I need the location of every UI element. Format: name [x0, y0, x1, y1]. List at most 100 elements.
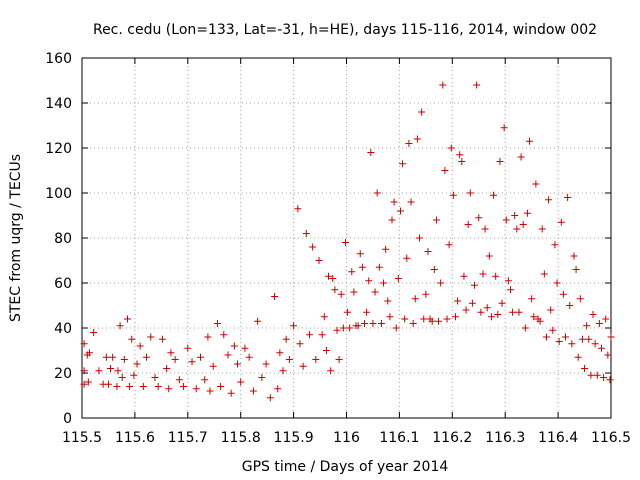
data-point	[494, 311, 502, 318]
data-point	[276, 349, 284, 357]
data-point	[114, 367, 122, 375]
data-point	[500, 124, 508, 132]
x-tick-label: 116.1	[379, 430, 419, 446]
grid-lines	[82, 58, 611, 418]
data-point	[435, 317, 443, 325]
data-point	[95, 367, 103, 375]
data-point	[549, 326, 557, 334]
data-point	[230, 342, 238, 350]
x-tick-label: 115.6	[115, 430, 155, 446]
data-point	[447, 144, 455, 152]
data-point	[481, 225, 489, 233]
data-point	[502, 216, 510, 224]
data-point	[209, 362, 217, 370]
data-point	[411, 295, 419, 303]
y-tick-labels: 0 20 40 60 80 100 120 140 160	[45, 51, 72, 427]
data-point	[327, 367, 335, 375]
data-point	[418, 108, 426, 116]
data-point	[591, 340, 599, 348]
y-tick-label: 60	[54, 276, 72, 292]
data-point	[386, 313, 394, 321]
data-point	[409, 320, 417, 327]
y-tick-label: 140	[45, 96, 72, 112]
data-point	[175, 376, 183, 384]
data-point	[523, 209, 531, 217]
data-point	[483, 304, 491, 312]
data-point	[564, 194, 572, 201]
data-point	[109, 353, 117, 361]
data-point	[167, 349, 175, 357]
data-point	[542, 333, 550, 341]
data-point	[258, 374, 266, 381]
data-point	[377, 320, 385, 327]
data-point	[318, 331, 326, 339]
data-point	[403, 254, 411, 262]
data-point	[399, 160, 407, 168]
data-point	[163, 365, 171, 372]
data-point	[540, 270, 548, 278]
data-point	[517, 153, 525, 161]
data-point	[201, 376, 209, 384]
data-point	[322, 347, 330, 354]
data-point	[443, 315, 451, 323]
data-point	[464, 221, 472, 228]
data-point	[371, 288, 379, 296]
data-point	[367, 149, 375, 156]
data-point	[479, 270, 487, 278]
data-point	[282, 335, 290, 343]
data-point	[606, 376, 614, 384]
data-point	[279, 367, 287, 375]
data-point	[380, 279, 388, 287]
data-point	[545, 196, 553, 204]
data-point	[437, 279, 445, 287]
data-point	[171, 356, 179, 363]
data-point	[204, 333, 212, 341]
data-point	[460, 272, 468, 280]
data-point	[274, 385, 282, 393]
y-tick-label: 80	[54, 231, 72, 247]
data-point	[365, 277, 373, 285]
data-point	[382, 245, 390, 253]
data-point	[80, 367, 88, 375]
data-point	[369, 320, 377, 327]
data-point	[296, 340, 304, 348]
data-point	[568, 340, 576, 348]
x-tick-label: 116.4	[538, 430, 578, 446]
data-point	[490, 191, 498, 199]
data-point	[555, 338, 563, 345]
data-point	[454, 297, 462, 305]
x-tick-label: 115.5	[62, 430, 102, 446]
axes	[81, 57, 612, 419]
data-point	[312, 356, 320, 363]
data-point	[559, 290, 567, 298]
data-point	[158, 335, 166, 343]
data-point	[401, 315, 409, 323]
data-point	[299, 362, 307, 370]
y-tick-label: 0	[63, 411, 72, 427]
data-point	[237, 378, 245, 386]
data-point	[84, 378, 92, 386]
data-point	[266, 394, 274, 402]
data-point	[604, 351, 612, 359]
data-point	[396, 207, 404, 215]
data-point	[424, 248, 432, 255]
data-point	[80, 340, 88, 348]
data-point	[509, 308, 517, 316]
data-point	[90, 329, 98, 336]
data-point	[498, 299, 506, 307]
data-point	[348, 268, 356, 276]
data-point	[607, 333, 615, 341]
y-tick-label: 40	[54, 321, 72, 337]
data-point	[384, 297, 392, 305]
data-point	[441, 167, 449, 174]
x-tick-label: 116.3	[485, 430, 525, 446]
chart-title: Rec. cedu (Lon=133, Lat=-31, h=HE), days…	[93, 22, 597, 38]
data-point	[136, 342, 144, 350]
x-tick-label: 116.5	[591, 430, 631, 446]
data-point	[511, 212, 519, 219]
data-point	[562, 333, 570, 341]
data-point	[184, 344, 192, 352]
data-point	[566, 302, 574, 309]
data-point	[468, 299, 476, 307]
